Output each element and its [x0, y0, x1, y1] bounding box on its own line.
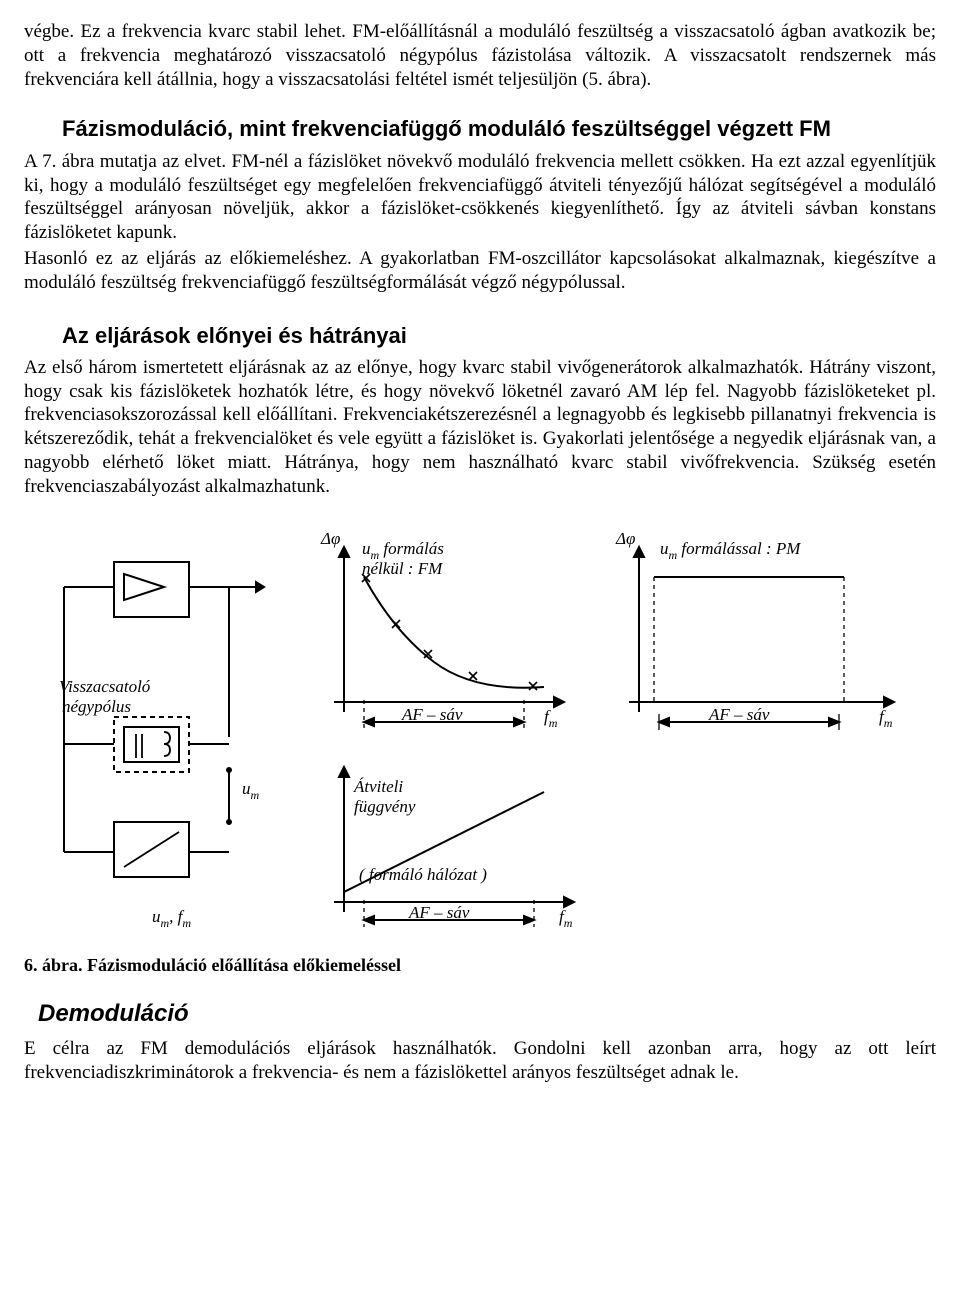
label-formalo: ( formáló hálózat ) — [359, 865, 487, 884]
label-um-form: um formálással : PM — [660, 539, 801, 562]
label-afsav-3: AF – sáv — [408, 903, 470, 922]
heading-pros-cons: Az eljárások előnyei és hátrányai — [62, 322, 936, 350]
paragraph-4: Az első három ismertetett eljárásnak az … — [24, 356, 936, 499]
paragraph-3: Hasonló ez az eljárás az előkiemeléshez.… — [24, 247, 936, 295]
figure-6-svg: Δφ Δφ um formálás nélkül : FM um formálá… — [24, 522, 936, 942]
paragraph-1: végbe. Ez a frekvencia kvarc stabil lehe… — [24, 20, 936, 91]
label-afsav-2: AF – sáv — [708, 705, 770, 724]
label-dphi-1: Δφ — [320, 529, 340, 548]
label-um-fm: um, fm — [152, 907, 191, 930]
label-nelkul: nélkül : FM — [362, 559, 443, 578]
heading-demodulation: Demoduláció — [38, 999, 936, 1029]
figure-6: Δφ Δφ um formálás nélkül : FM um formálá… — [24, 522, 936, 942]
paragraph-5: E célra az FM demodulációs eljárások has… — [24, 1037, 936, 1085]
label-fm-1: fm — [544, 707, 558, 730]
paragraph-2: A 7. ábra mutatja az elvet. FM-nél a fáz… — [24, 150, 936, 245]
label-fm-3: fm — [559, 907, 573, 930]
label-dphi-2: Δφ — [615, 529, 635, 548]
label-negypolus: négypólus — [62, 697, 131, 716]
label-atviteli: Átviteli — [353, 777, 403, 796]
label-fm-2: fm — [879, 707, 893, 730]
label-visszacsatolo: Visszacsatoló — [59, 677, 151, 696]
label-fuggveny: függvény — [354, 797, 416, 816]
heading-phase-modulation: Fázismoduláció, mint frekvenciafüggő mod… — [62, 115, 936, 144]
label-afsav-1: AF – sáv — [401, 705, 463, 724]
label-um-in: um — [242, 779, 260, 802]
figure-6-caption: 6. ábra. Fázismoduláció előállítása elők… — [24, 954, 936, 977]
